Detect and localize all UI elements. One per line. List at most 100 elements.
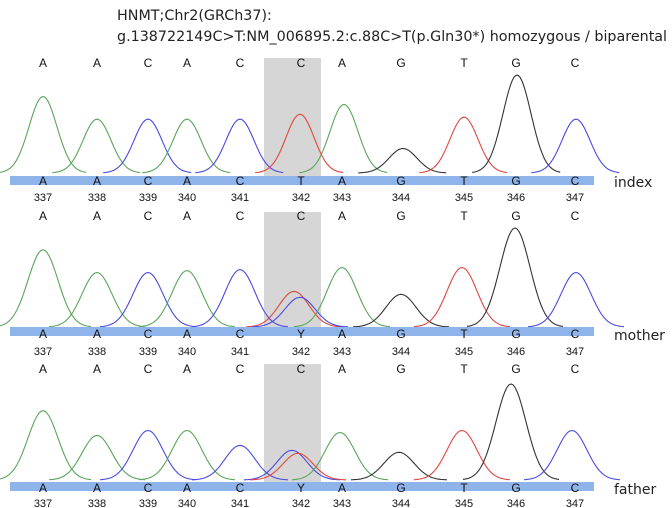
reference-base: A: [39, 209, 47, 223]
reference-base: C: [144, 56, 153, 70]
trace-peak-C: [251, 296, 349, 328]
called-base: T: [297, 174, 305, 188]
reference-base: C: [236, 362, 245, 376]
reference-base: C: [236, 56, 245, 70]
sample-label: index: [614, 175, 652, 191]
base-position: 343: [333, 498, 351, 508]
called-base: A: [338, 174, 346, 188]
reference-base: G: [511, 362, 520, 376]
reference-base: A: [183, 209, 191, 223]
reference-base: C: [571, 56, 580, 70]
called-base: C: [571, 174, 580, 188]
reference-base: C: [571, 362, 580, 376]
called-base: A: [39, 174, 47, 188]
base-position: 341: [231, 498, 249, 508]
trace-peak-A: [142, 118, 231, 174]
called-base: C: [571, 327, 580, 341]
trace-peak-T: [413, 267, 511, 328]
reference-base: C: [571, 209, 580, 223]
called-base: G: [511, 327, 520, 341]
chromatogram-index: A A C A C C A G T G C A A C A C T A G T G C 337 338 339 340 341 342…: [0, 56, 652, 204]
reference-base: G: [511, 209, 520, 223]
variant-highlight: [264, 364, 321, 491]
reference-base: A: [338, 56, 346, 70]
called-base: A: [338, 327, 346, 341]
reference-base: T: [460, 209, 468, 223]
base-position: 342: [292, 192, 310, 204]
base-position: 347: [566, 192, 584, 204]
chromatogram-mother: A A C A C C A G T G C A A C A C Y A G T G C 337 338 339 340 341 342…: [0, 209, 665, 358]
reference-base: T: [460, 56, 468, 70]
base-position: 347: [566, 346, 584, 358]
base-position: 337: [34, 346, 52, 358]
called-base: C: [236, 327, 245, 341]
base-position: 338: [88, 346, 106, 358]
trace-peak-A: [52, 118, 141, 174]
called-base: T: [460, 327, 468, 341]
basecall-bar: [10, 482, 594, 491]
base-position: 339: [139, 498, 157, 508]
reference-base: C: [144, 209, 153, 223]
trace-peak-A: [0, 410, 92, 481]
basecall-bar: [10, 176, 594, 185]
called-base: A: [93, 481, 101, 495]
trace-peak-C: [99, 272, 197, 328]
called-base: C: [144, 327, 153, 341]
base-position: 338: [88, 498, 106, 508]
trace-peak-A: [48, 272, 146, 328]
chromatogram-father: A A C A C C A G T G C A A C A C Y A G T G C 337 338 339 340 341 342…: [0, 362, 656, 508]
called-base: A: [338, 481, 346, 495]
base-position: 342: [292, 346, 310, 358]
base-position: 345: [455, 346, 473, 358]
base-position: 338: [88, 192, 106, 204]
called-base: G: [511, 174, 520, 188]
trace-peak-C: [191, 444, 289, 481]
called-base: T: [460, 174, 468, 188]
sample-label: mother: [614, 328, 665, 344]
trace-peak-T: [245, 290, 343, 328]
called-base: A: [39, 327, 47, 341]
trace-peak-G: [350, 451, 448, 481]
base-position: 340: [178, 498, 196, 508]
called-base: C: [144, 481, 153, 495]
trace-peak-G: [472, 74, 561, 173]
trace-peak-C: [195, 118, 284, 174]
called-base: A: [183, 327, 191, 341]
trace-peak-A: [48, 434, 146, 481]
called-base: C: [144, 174, 153, 188]
trace-peak-C: [531, 118, 620, 174]
variant-title-line-1: HNMT;Chr2(GRCh37):: [117, 8, 272, 24]
trace-peak-G: [466, 227, 564, 327]
reference-base: G: [396, 209, 405, 223]
called-base: A: [93, 174, 101, 188]
base-position: 344: [392, 192, 410, 204]
called-base: T: [460, 481, 468, 495]
called-base: A: [183, 481, 191, 495]
variant-title-line-2: g.138722149C>T:NM_006895.2:c.88C>T(p.Gln…: [117, 29, 668, 45]
called-base: C: [236, 174, 245, 188]
reference-base: C: [297, 56, 306, 70]
reference-base: C: [297, 362, 306, 376]
base-position: 346: [507, 498, 525, 508]
reference-base: A: [183, 56, 191, 70]
reference-base: G: [396, 362, 405, 376]
called-base: G: [511, 481, 520, 495]
trace-peak-A: [138, 270, 236, 328]
reference-base: A: [338, 209, 346, 223]
trace-peak-G: [352, 293, 450, 328]
base-position: 339: [139, 192, 157, 204]
basecall-bar: [10, 327, 594, 336]
base-position: 340: [178, 192, 196, 204]
reference-base: T: [460, 362, 468, 376]
trace-peak-C: [527, 272, 625, 328]
base-position: 345: [455, 192, 473, 204]
trace-peak-T: [419, 116, 508, 174]
base-position: 339: [139, 346, 157, 358]
called-base: A: [93, 327, 101, 341]
trace-peak-A: [0, 249, 92, 328]
called-base: C: [236, 481, 245, 495]
base-position: 343: [333, 346, 351, 358]
reference-base: A: [338, 362, 346, 376]
base-position: 346: [507, 192, 525, 204]
variant-highlight: [264, 212, 321, 336]
